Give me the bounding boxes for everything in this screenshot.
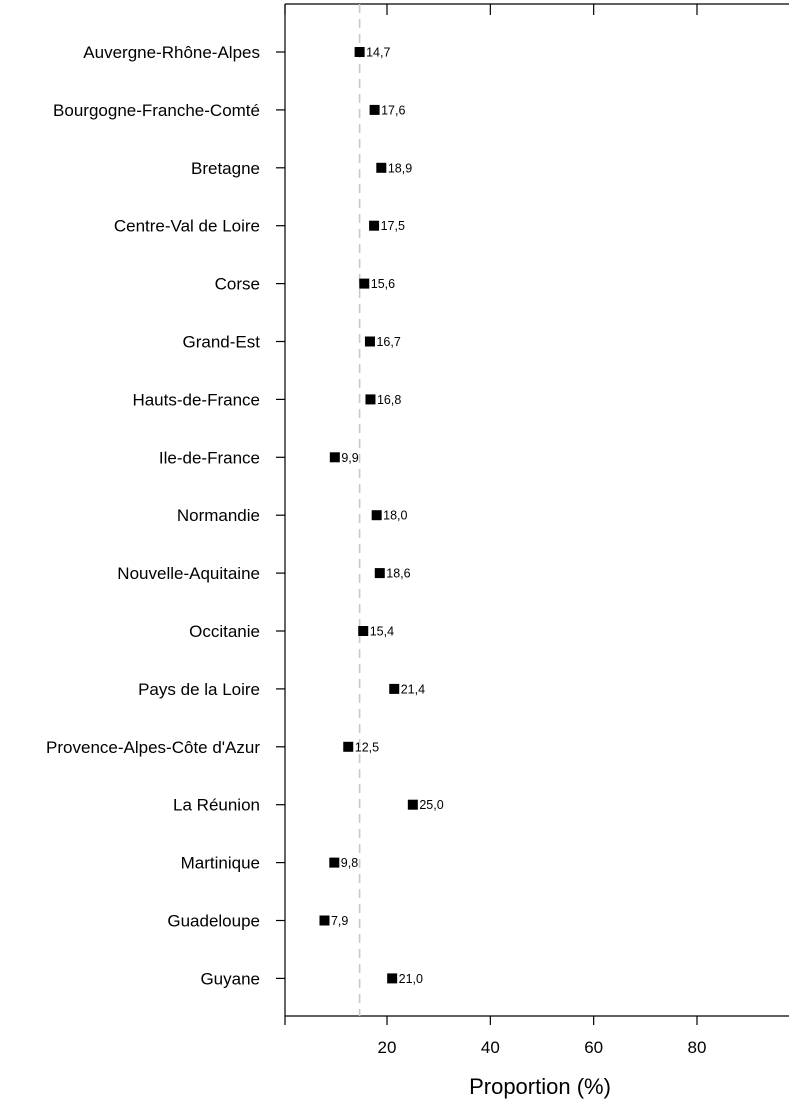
data-point	[389, 683, 400, 694]
data-point	[329, 857, 340, 868]
category-label: Auvergne-Rhône-Alpes	[83, 43, 260, 62]
category-label: Centre-Val de Loire	[114, 217, 260, 236]
data-label: 15,4	[370, 625, 394, 639]
x-tick-label: 20	[378, 1038, 397, 1057]
data-label: 16,8	[377, 393, 401, 407]
category-label: Grand-Est	[183, 333, 261, 352]
data-label: 9,9	[341, 451, 358, 465]
x-tick-label: 40	[481, 1038, 500, 1057]
x-axis: 20 40 60 80	[284, 4, 707, 1057]
plot-frame	[284, 3, 789, 1017]
category-label: Occitanie	[189, 622, 260, 641]
data-point	[329, 452, 340, 463]
category-label: Ile-de-France	[159, 448, 260, 467]
data-points: 14,7 17,6 18,9 17,5 15,6 16,7 16,8 9,9 18,0 18,6 1…	[319, 46, 444, 986]
category-label: Guyane	[200, 969, 260, 988]
data-label: 21,4	[401, 682, 425, 696]
data-point	[319, 915, 330, 926]
data-point	[364, 336, 375, 347]
data-label: 17,6	[381, 103, 405, 117]
data-point	[343, 741, 354, 752]
x-tick-label: 80	[688, 1038, 707, 1057]
data-point	[358, 626, 369, 636]
data-point	[359, 278, 370, 289]
data-label: 16,7	[376, 335, 400, 349]
data-label: 18,0	[383, 509, 407, 523]
data-point	[369, 104, 380, 115]
data-point	[371, 510, 382, 521]
data-label: 17,5	[381, 219, 405, 233]
category-label: Nouvelle-Aquitaine	[117, 564, 260, 583]
y-axis: Auvergne-Rhône-Alpes Bourgogne-Franche-Co…	[46, 43, 285, 988]
category-label: Guadeloupe	[167, 912, 260, 931]
data-label: 18,9	[388, 161, 412, 175]
data-label: 21,0	[399, 972, 423, 986]
data-point	[369, 220, 380, 231]
category-label: Corse	[215, 275, 260, 294]
category-label: Bourgogne-Franche-Comté	[53, 101, 260, 120]
data-point	[376, 162, 387, 173]
x-axis-title: Proportion (%)	[469, 1074, 611, 1099]
data-label: 7,9	[331, 914, 348, 928]
category-label: Hauts-de-France	[132, 390, 260, 409]
data-label: 12,5	[355, 740, 379, 754]
category-label: Martinique	[181, 854, 260, 873]
data-point	[407, 799, 418, 810]
x-tick-label: 60	[584, 1038, 603, 1057]
data-point	[387, 973, 398, 984]
category-label: Provence-Alpes-Côte d'Azur	[46, 738, 260, 757]
data-label: 9,8	[341, 856, 358, 870]
data-label: 25,0	[419, 798, 443, 812]
category-label: Normandie	[177, 506, 260, 525]
category-label: Bretagne	[191, 159, 260, 178]
category-label: La Réunion	[173, 796, 260, 815]
data-label: 14,7	[366, 46, 390, 60]
data-label: 15,6	[371, 277, 395, 291]
data-point	[354, 47, 365, 57]
category-label: Pays de la Loire	[138, 680, 260, 699]
data-point	[374, 568, 385, 579]
data-label: 18,6	[386, 567, 410, 581]
data-point	[365, 394, 376, 405]
